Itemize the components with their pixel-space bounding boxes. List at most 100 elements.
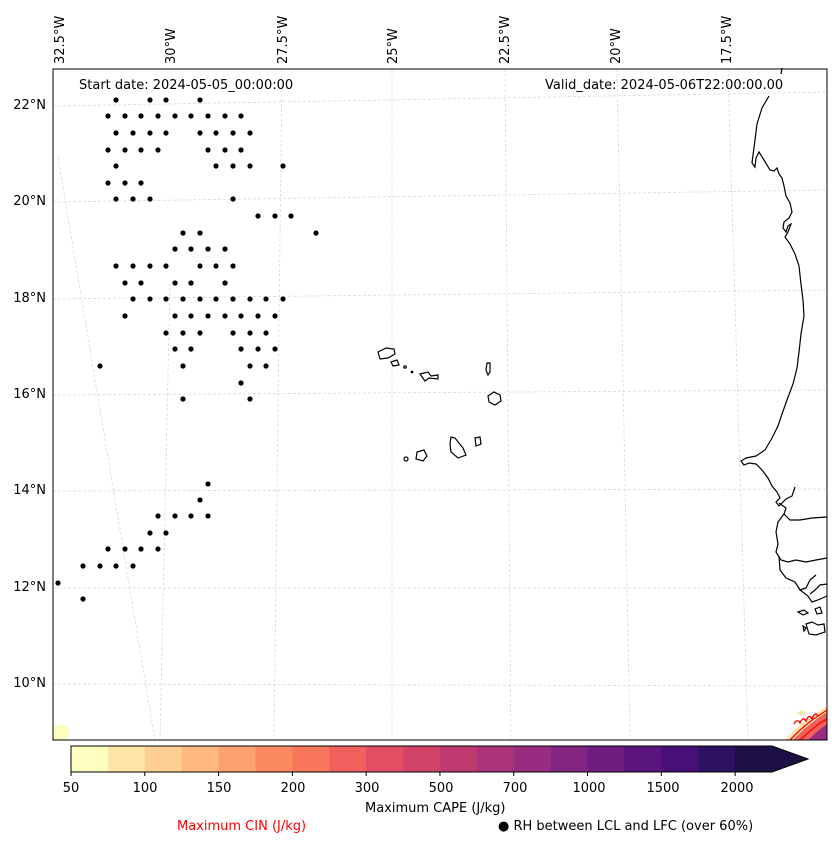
lon-label: 17.5°W — [720, 15, 735, 64]
island-maio — [474, 436, 482, 447]
rh-dot — [230, 330, 236, 336]
rh-dot — [180, 330, 186, 336]
cin-contours — [789, 709, 828, 741]
colorbar-segment — [624, 746, 662, 772]
rh-dot — [163, 130, 169, 136]
island-islet — [410, 370, 414, 374]
rh-dot — [288, 213, 294, 219]
rh-dot — [130, 296, 136, 302]
colorbar-tick-label: 300 — [354, 781, 380, 796]
rh-dot — [172, 280, 178, 286]
colorbar-segment — [329, 746, 367, 772]
colorbar-segment — [144, 746, 183, 772]
rh-dot — [238, 346, 244, 352]
rh-dot — [238, 113, 244, 119]
island-sao-nicolau — [418, 371, 439, 382]
coast-gambia-guinea-bissau — [775, 486, 828, 603]
rh-dot — [155, 113, 161, 119]
rh-dot — [113, 97, 119, 103]
rh-dot — [163, 263, 169, 269]
colorbar-segment — [181, 746, 220, 772]
rh-dot — [147, 263, 153, 269]
rh-dot — [197, 497, 203, 503]
rh-dot — [172, 246, 178, 252]
rh-dot — [113, 196, 119, 202]
rh-dot — [155, 546, 161, 552]
valid-date-label: Valid_date: 2024-05-06T22:00:00.00 — [545, 78, 784, 93]
rh-dot — [188, 246, 194, 252]
island-brava — [403, 456, 409, 462]
cape-fill-se-4 — [797, 710, 806, 716]
rh-dot — [138, 113, 144, 119]
rh-dot — [113, 263, 119, 269]
island-sal — [485, 362, 491, 377]
meridian-gridline — [504, 68, 512, 741]
cape-fill — [53, 706, 827, 740]
rh-dot — [205, 513, 211, 519]
rh-dot — [97, 363, 103, 369]
rh-dot — [105, 113, 111, 119]
rh-dot — [130, 130, 136, 136]
cin-contour — [799, 718, 828, 741]
rh-dot — [280, 163, 286, 169]
rh-dot — [247, 130, 253, 136]
rh-dot — [222, 147, 228, 153]
rh-dot — [230, 296, 236, 302]
rh-dot — [180, 363, 186, 369]
rh-dot — [263, 296, 269, 302]
rh-dot — [105, 546, 111, 552]
meridian-gridline — [159, 282, 171, 741]
rh-dot — [80, 563, 86, 569]
rh-dot — [105, 147, 111, 153]
rh-dot — [122, 180, 128, 186]
rh-dot — [213, 263, 219, 269]
island-santa-luzia — [403, 365, 407, 369]
rh-dot — [147, 97, 153, 103]
rh-dot — [313, 230, 319, 236]
rh-dot — [255, 313, 261, 319]
lon-label: 27.5°W — [276, 15, 291, 64]
meridian-gridline — [57, 156, 156, 741]
coastline — [377, 67, 828, 636]
rh-dot — [113, 130, 119, 136]
parallel-gridline — [52, 189, 828, 203]
colorbar-tick-label: 100 — [132, 781, 158, 796]
lat-label: 20°N — [13, 194, 46, 209]
colorbar-tick-label: 700 — [502, 781, 528, 796]
rh-dot — [122, 313, 128, 319]
colorbar-segment — [735, 746, 773, 772]
cin-legend-label: Maximum CIN (J/kg) — [177, 819, 307, 834]
colorbar-segment — [439, 746, 478, 772]
rh-dot — [280, 296, 286, 302]
colorbar-segment — [403, 746, 441, 772]
rh-dot — [163, 97, 169, 103]
rh-dot — [147, 196, 153, 202]
parallel-gridline — [52, 389, 828, 396]
island-santiago — [449, 436, 467, 459]
rh-dot — [205, 246, 211, 252]
colorbar-segment — [698, 746, 736, 772]
lon-label: 25°W — [386, 28, 401, 64]
rh-dot — [188, 313, 194, 319]
rh-dot — [147, 296, 153, 302]
rh-dot — [197, 230, 203, 236]
rh-dot — [172, 313, 178, 319]
parallel-gridline — [52, 289, 828, 300]
rh-dot — [55, 580, 61, 586]
colorbar-segment — [292, 746, 330, 772]
rh-dot — [255, 346, 261, 352]
lon-label: 30°W — [164, 28, 179, 64]
colorbar-segment — [255, 746, 293, 772]
rh-dot — [205, 113, 211, 119]
gridlines — [52, 68, 828, 741]
rh-dot — [230, 196, 236, 202]
rh-dot — [205, 481, 211, 487]
rh-dot — [188, 346, 194, 352]
colorbar-segment — [587, 746, 625, 772]
parallel-gridline — [52, 683, 828, 687]
rh-dot — [147, 530, 153, 536]
map-frame — [52, 68, 828, 741]
rh-dot — [205, 147, 211, 153]
rh-dot — [163, 296, 169, 302]
lat-label: 18°N — [13, 291, 46, 306]
